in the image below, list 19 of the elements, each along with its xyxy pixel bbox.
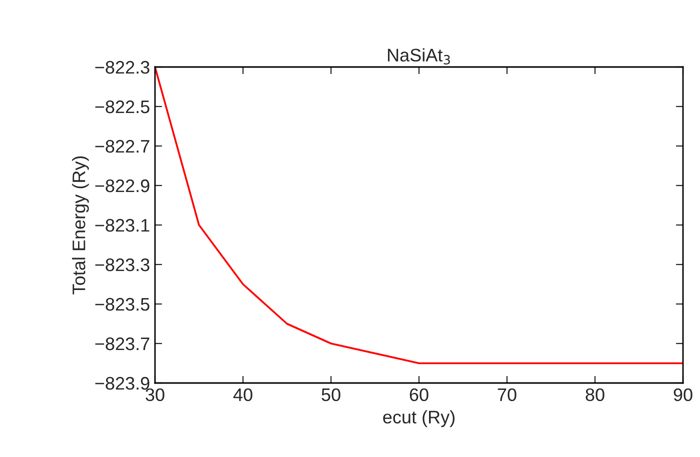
y-tick-label: −823.1: [95, 218, 150, 232]
x-tick-label: 60: [410, 388, 428, 402]
x-tick-label: 70: [498, 388, 516, 402]
x-axis-title: ecut (Ry): [383, 410, 454, 428]
x-tick-label: 90: [674, 388, 692, 402]
y-tick-label: −822.3: [95, 60, 150, 74]
y-tick-label: −823.7: [95, 337, 150, 350]
y-tick-label: −822.5: [95, 100, 150, 114]
x-tick-label: 40: [233, 388, 252, 402]
y-tick-label: −823.9: [95, 376, 150, 390]
y-tick-label: −823.3: [95, 258, 150, 272]
y-tick-label: −823.5: [95, 298, 150, 311]
x-tick-label: 50: [322, 388, 340, 402]
y-axis-title: Total Energy (Ry): [72, 156, 89, 294]
y-tick-label: −822.9: [95, 179, 150, 192]
x-tick-label: 30: [146, 388, 164, 402]
chart-title: NaSiAt$_{3}$: [388, 48, 450, 64]
y-tick-label: −822.7: [95, 140, 150, 153]
x-tick-label: 80: [586, 388, 604, 402]
